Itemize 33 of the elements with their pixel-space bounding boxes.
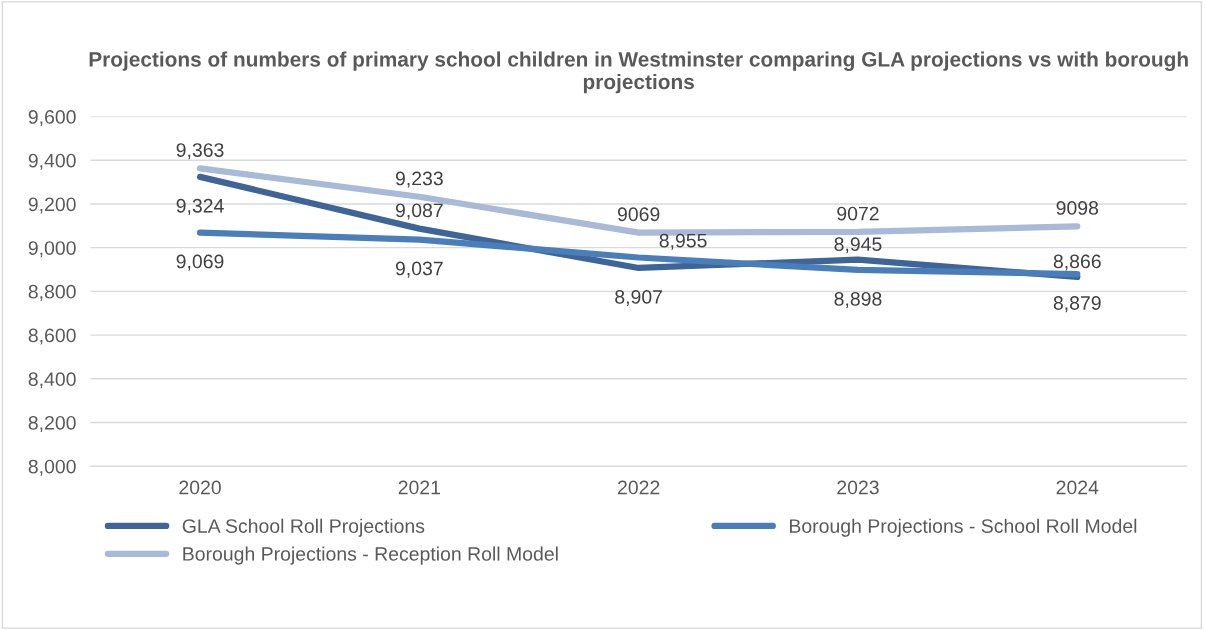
x-tick-label: 2022 xyxy=(618,480,660,495)
data-label: 8,945 xyxy=(834,237,882,254)
x-tick-label: 2021 xyxy=(398,480,441,495)
legend-label: Borough Projections - Reception Roll Model xyxy=(183,546,558,565)
data-label: 9069 xyxy=(617,207,660,222)
data-label: 9072 xyxy=(837,206,879,221)
y-tick-label: 8,200 xyxy=(28,415,76,433)
data-label: 9,037 xyxy=(395,261,443,278)
y-tick-label: 9,000 xyxy=(28,241,76,258)
data-label: 8,879 xyxy=(1053,296,1101,313)
data-label: 8,955 xyxy=(659,233,707,250)
y-tick-label: 8,000 xyxy=(28,459,76,476)
data-label: 9,324 xyxy=(176,198,224,215)
data-label: 8,907 xyxy=(615,290,663,307)
data-label: 9,363 xyxy=(176,143,224,160)
data-label: 9098 xyxy=(1056,201,1099,215)
data-label: 9,087 xyxy=(395,203,443,220)
data-label: 9,233 xyxy=(395,171,443,188)
y-tick-label: 8,400 xyxy=(28,372,76,389)
y-tick-label: 9,400 xyxy=(28,153,76,170)
chart-title: Projections of numbers of primary school children in Westminster comparing GLA projections vs with borough projections xyxy=(89,51,1188,94)
y-tick-label: 9,200 xyxy=(28,197,76,214)
x-tick-label: 2023 xyxy=(837,480,879,495)
y-tick-label: 9,600 xyxy=(28,110,76,127)
x-tick-label: 2024 xyxy=(1056,480,1099,495)
data-label: 9,069 xyxy=(176,254,224,271)
data-label: 8,866 xyxy=(1053,254,1101,271)
legend-label: Borough Projections - School Roll Model xyxy=(789,518,1137,537)
y-tick-label: 8,800 xyxy=(28,284,76,301)
legend-label: GLA School Roll Projections xyxy=(182,518,425,537)
x-tick-label: 2020 xyxy=(179,480,221,495)
data-label: 8,898 xyxy=(834,291,882,309)
y-tick-label: 8,600 xyxy=(28,328,76,345)
